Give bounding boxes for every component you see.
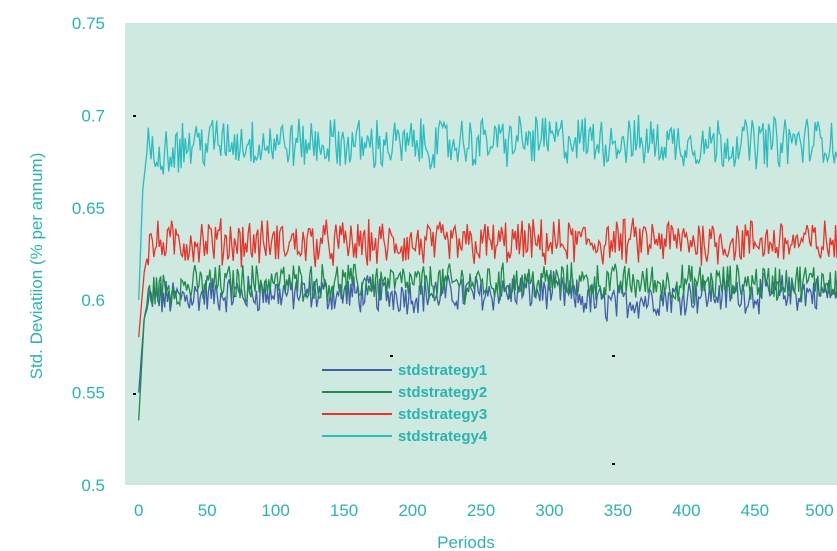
series-line-stdstrategy4 (138, 114, 837, 301)
legend: stdstrategy1 stdstrategy2 stdstrategy3 stds… (322, 362, 488, 445)
x-axis-ticks: 0 50 100 150 200 250 300 350 400 450 500 (134, 501, 834, 520)
y-axis-title: Std. Deviatiion (% per annum) (27, 153, 46, 380)
x-tick-label: 400 (672, 501, 700, 520)
stray-dot (133, 393, 136, 395)
x-tick-label: 0 (134, 501, 143, 520)
legend-label-stdstrategy4: stdstrategy4 (398, 428, 488, 445)
y-tick-label: 0.6 (81, 291, 105, 310)
y-axis-ticks: 0.5 0.55 0.6 0.65 0.7 0.75 (72, 14, 105, 495)
x-tick-label: 50 (198, 501, 217, 520)
x-tick-label: 450 (741, 501, 769, 520)
x-tick-label: 100 (261, 501, 289, 520)
legend-label-stdstrategy3: stdstrategy3 (398, 406, 487, 423)
stray-dot (612, 355, 615, 357)
x-tick-label: 150 (330, 501, 358, 520)
series-line-stdstrategy2 (138, 262, 837, 421)
series-line-stdstrategy1 (138, 270, 837, 393)
y-tick-label: 0.7 (81, 106, 105, 125)
y-tick-label: 0.5 (81, 476, 105, 495)
x-axis-title: Periods (437, 533, 495, 551)
stray-dot (390, 355, 393, 357)
stray-dot (133, 115, 136, 117)
x-tick-label: 200 (398, 501, 426, 520)
y-tick-label: 0.55 (72, 384, 105, 403)
x-tick-label: 300 (535, 501, 563, 520)
y-tick-label: 0.65 (72, 199, 105, 218)
legend-label-stdstrategy2: stdstrategy2 (398, 384, 487, 401)
y-tick-label: 0.75 (72, 14, 105, 33)
legend-label-stdstrategy1: stdstrategy1 (398, 362, 487, 379)
stray-dot (612, 463, 615, 465)
series-layer (138, 114, 837, 421)
x-tick-label: 350 (604, 501, 632, 520)
x-tick-label: 500 (805, 501, 833, 520)
x-tick-label: 250 (467, 501, 495, 520)
series-line-stdstrategy3 (138, 217, 837, 338)
